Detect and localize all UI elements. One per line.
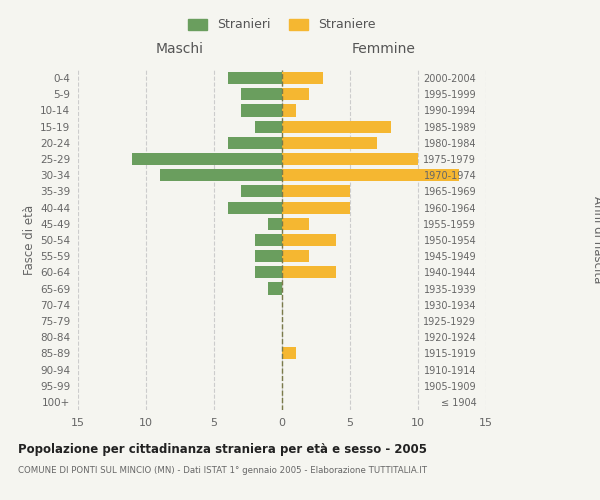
Text: Anni di nascita: Anni di nascita: [590, 196, 600, 284]
Bar: [282, 88, 309, 101]
Bar: [282, 153, 418, 165]
Text: Femmine: Femmine: [352, 42, 416, 56]
Text: Maschi: Maschi: [156, 42, 204, 56]
Bar: [282, 250, 309, 262]
Bar: [282, 218, 309, 230]
Bar: [227, 202, 282, 213]
Text: Popolazione per cittadinanza straniera per età e sesso - 2005: Popolazione per cittadinanza straniera p…: [18, 442, 427, 456]
Bar: [268, 218, 282, 230]
Legend: Stranieri, Straniere: Stranieri, Straniere: [188, 18, 376, 32]
Bar: [282, 104, 296, 117]
Bar: [268, 282, 282, 294]
Bar: [241, 186, 282, 198]
Bar: [282, 137, 377, 149]
Bar: [255, 250, 282, 262]
Bar: [255, 234, 282, 246]
Bar: [282, 169, 459, 181]
Bar: [133, 153, 282, 165]
Bar: [282, 202, 350, 213]
Y-axis label: Fasce di età: Fasce di età: [23, 205, 36, 275]
Bar: [160, 169, 282, 181]
Bar: [255, 120, 282, 132]
Bar: [282, 186, 350, 198]
Bar: [282, 234, 337, 246]
Bar: [282, 266, 337, 278]
Bar: [282, 348, 296, 360]
Bar: [282, 72, 323, 84]
Bar: [227, 137, 282, 149]
Bar: [241, 88, 282, 101]
Text: COMUNE DI PONTI SUL MINCIO (MN) - Dati ISTAT 1° gennaio 2005 - Elaborazione TUTT: COMUNE DI PONTI SUL MINCIO (MN) - Dati I…: [18, 466, 427, 475]
Bar: [227, 72, 282, 84]
Bar: [282, 120, 391, 132]
Bar: [255, 266, 282, 278]
Bar: [241, 104, 282, 117]
